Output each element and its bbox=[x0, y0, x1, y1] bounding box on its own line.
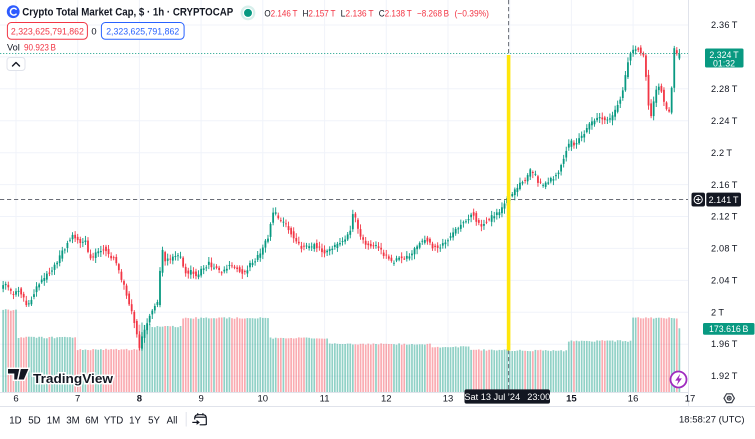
svg-text:Crypto Total Market Cap, $ · 1: Crypto Total Market Cap, $ · 1h · CRYPTO… bbox=[22, 6, 233, 18]
svg-text:2.16 T: 2.16 T bbox=[711, 180, 738, 190]
svg-text:15: 15 bbox=[566, 393, 577, 404]
svg-text:2.141 T: 2.141 T bbox=[709, 195, 739, 205]
svg-text:11: 11 bbox=[320, 393, 330, 404]
svg-text:1M: 1M bbox=[47, 415, 60, 426]
svg-text:10: 10 bbox=[258, 393, 269, 404]
svg-text:13: 13 bbox=[443, 393, 454, 404]
svg-text:All: All bbox=[167, 415, 178, 426]
svg-text:2.36 T: 2.36 T bbox=[711, 20, 738, 30]
svg-text:1Y: 1Y bbox=[129, 415, 141, 426]
svg-text:2 T: 2 T bbox=[711, 308, 724, 318]
svg-text:3M: 3M bbox=[66, 415, 79, 426]
svg-text:1.92 T: 1.92 T bbox=[711, 371, 738, 381]
svg-text:2.08 T: 2.08 T bbox=[711, 244, 738, 254]
svg-text:1.96 T: 1.96 T bbox=[711, 339, 738, 349]
svg-text:01:32: 01:32 bbox=[713, 58, 735, 68]
svg-text:1D: 1D bbox=[9, 415, 21, 426]
svg-text:2.12 T: 2.12 T bbox=[711, 212, 738, 222]
svg-text:Vol: Vol bbox=[7, 43, 20, 53]
svg-text:7: 7 bbox=[75, 393, 80, 404]
svg-text:O2.146 T: O2.146 T bbox=[264, 8, 297, 19]
svg-text:9: 9 bbox=[198, 393, 203, 404]
svg-text:6: 6 bbox=[13, 393, 18, 404]
svg-text:8: 8 bbox=[137, 393, 142, 404]
svg-text:TradingView: TradingView bbox=[33, 371, 114, 386]
svg-text:2,323,625,791,862: 2,323,625,791,862 bbox=[11, 25, 84, 36]
svg-text:L2.136 T: L2.136 T bbox=[341, 8, 374, 19]
svg-text:18:58:27 (UTC): 18:58:27 (UTC) bbox=[679, 414, 744, 425]
svg-text:2.28 T: 2.28 T bbox=[711, 84, 738, 94]
svg-text:2.324 T: 2.324 T bbox=[709, 50, 739, 60]
svg-text:0: 0 bbox=[91, 25, 96, 36]
svg-text:(−0.39%): (−0.39%) bbox=[455, 8, 490, 19]
svg-text:Sat 13 Jul ’24 23:00: Sat 13 Jul ’24 23:00 bbox=[464, 392, 550, 402]
svg-text:2.24 T: 2.24 T bbox=[711, 116, 738, 126]
svg-text:−8.268 B: −8.268 B bbox=[417, 8, 449, 19]
svg-text:16: 16 bbox=[628, 393, 639, 404]
svg-text:5Y: 5Y bbox=[148, 415, 160, 426]
svg-text:90.923 B: 90.923 B bbox=[24, 43, 56, 53]
svg-text:2.2 T: 2.2 T bbox=[711, 148, 732, 158]
svg-text:6M: 6M bbox=[85, 415, 98, 426]
svg-text:12: 12 bbox=[381, 393, 392, 404]
svg-text:YTD: YTD bbox=[104, 415, 123, 426]
svg-text:17: 17 bbox=[685, 393, 696, 404]
svg-text:5D: 5D bbox=[28, 415, 40, 426]
svg-text:H2.157 T: H2.157 T bbox=[303, 8, 336, 19]
svg-text:C2.138 T: C2.138 T bbox=[379, 8, 412, 19]
svg-text:2.04 T: 2.04 T bbox=[711, 276, 738, 286]
svg-text:173.616 B: 173.616 B bbox=[709, 324, 749, 334]
svg-text:2,323,625,791,862: 2,323,625,791,862 bbox=[106, 25, 179, 36]
